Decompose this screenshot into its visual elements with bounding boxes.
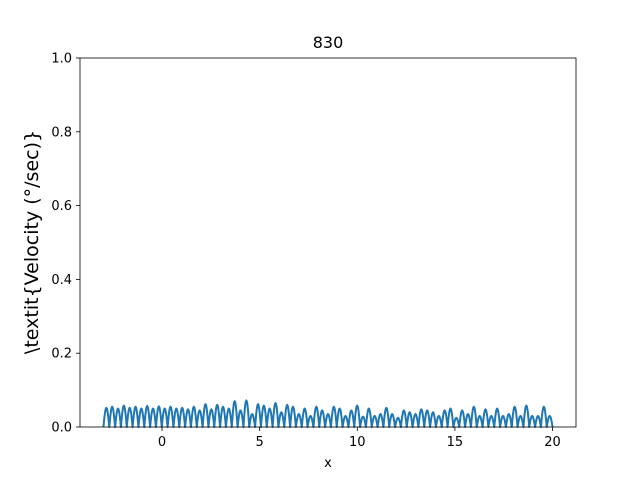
plot-area — [80, 58, 576, 427]
y-tick-label: 1.0 — [51, 52, 72, 67]
plot-frame — [79, 57, 577, 428]
x-tick-label: 5 — [256, 435, 264, 450]
series-line — [102, 399, 554, 428]
y-tick-label: 0.0 — [51, 421, 72, 436]
y-axis-ticks: 0.0 0.2 0.4 0.6 0.8 1.0 — [51, 52, 80, 436]
y-axis-label: \textit{Velocity (°/sec)} — [21, 130, 43, 354]
y-tick-label: 0.2 — [51, 347, 72, 362]
x-tick-label: 20 — [544, 435, 561, 450]
x-tick-label: 15 — [447, 435, 464, 450]
chart-title: 830 — [313, 33, 344, 52]
x-tick-label: 10 — [349, 435, 366, 450]
series-layer — [102, 399, 554, 428]
y-tick-label: 0.4 — [51, 273, 72, 288]
y-tick-label: 0.8 — [51, 125, 72, 140]
x-axis-ticks: 0 5 10 15 20 — [158, 427, 561, 450]
x-axis-label: x — [324, 456, 332, 471]
x-tick-label: 0 — [158, 435, 166, 450]
y-tick-label: 0.6 — [51, 199, 72, 214]
